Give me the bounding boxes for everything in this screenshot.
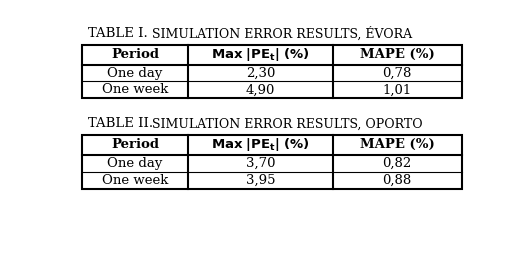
Text: MAPE (%): MAPE (%) [359,138,434,151]
Text: TABLE I.: TABLE I. [88,27,148,40]
Text: Period: Period [111,48,159,61]
Bar [82,45,461,99]
Text: 3,95: 3,95 [246,173,275,187]
Text: 4,90: 4,90 [246,84,275,96]
Text: MAPE (%): MAPE (%) [359,48,434,61]
Text: 1,01: 1,01 [382,84,412,96]
Bar [82,135,461,189]
Text: One day: One day [107,157,162,170]
Text: 0,78: 0,78 [382,67,412,80]
Text: One week: One week [102,173,168,187]
Text: Period: Period [111,138,159,151]
Text: $\mathbf{Max\ |PE_t|\ (\%)}$: $\mathbf{Max\ |PE_t|\ (\%)}$ [211,46,310,63]
Text: One day: One day [107,67,162,80]
Text: SIMULATION ERROR RESULTS, ÉVORA: SIMULATION ERROR RESULTS, ÉVORA [152,27,412,41]
Text: TABLE II.: TABLE II. [88,117,153,130]
Text: One week: One week [102,84,168,96]
Text: $\mathbf{Max\ |PE_t|\ (\%)}$: $\mathbf{Max\ |PE_t|\ (\%)}$ [211,136,310,153]
Text: SIMULATION ERROR RESULTS, OPORTO: SIMULATION ERROR RESULTS, OPORTO [152,117,422,130]
Text: 3,70: 3,70 [246,157,275,170]
Text: 0,82: 0,82 [382,157,412,170]
Text: 2,30: 2,30 [246,67,275,80]
Text: 0,88: 0,88 [382,173,412,187]
